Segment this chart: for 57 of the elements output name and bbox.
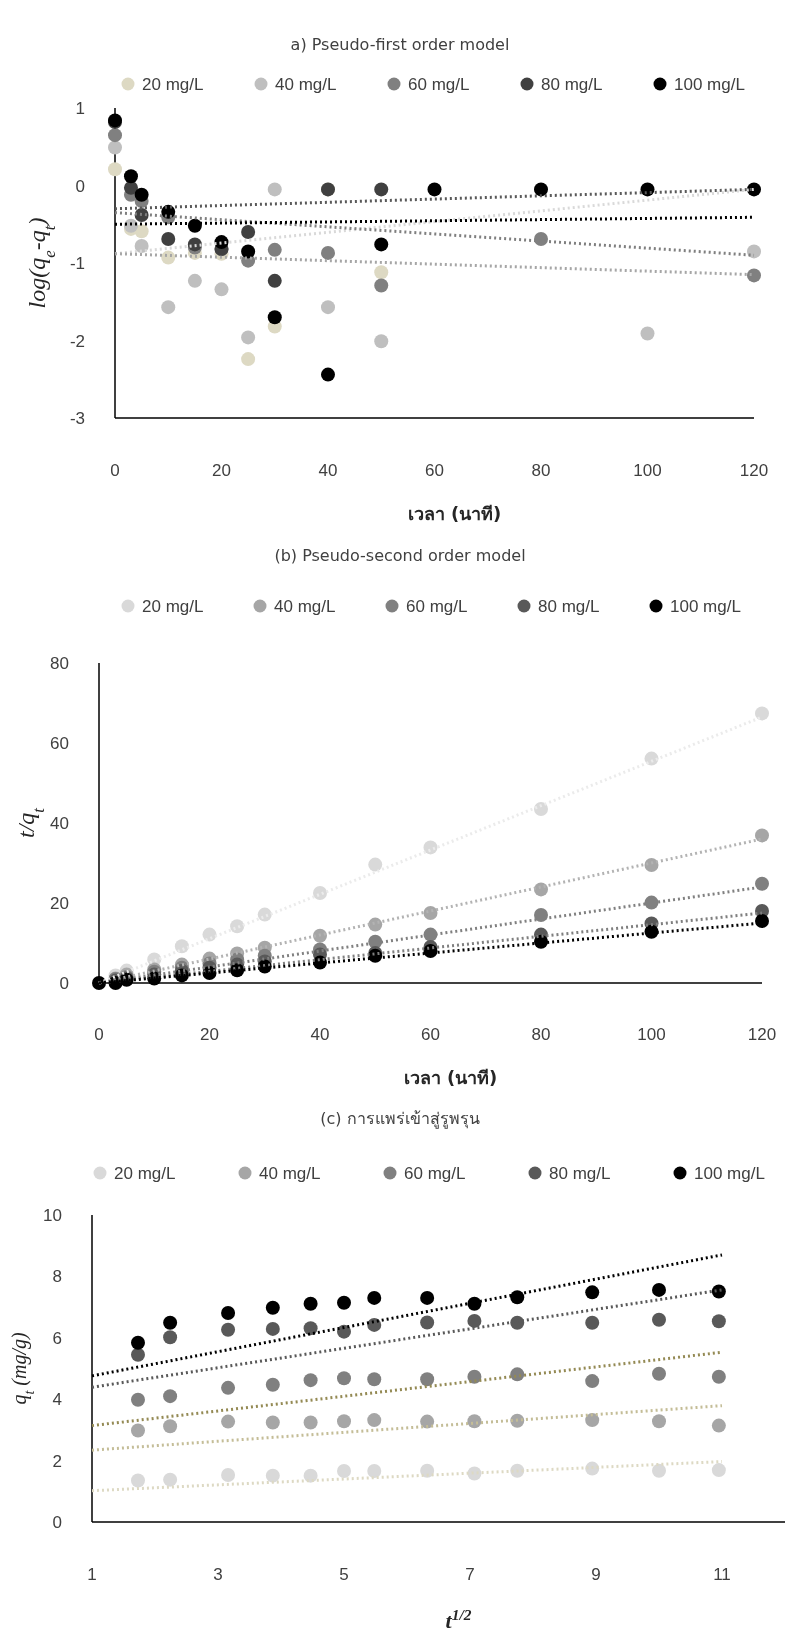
- x-tick-label: 7: [465, 1565, 475, 1584]
- y-tick-label: 4: [52, 1390, 62, 1410]
- x-tick-label: 80: [531, 461, 551, 480]
- x-tick-label: 3: [213, 1565, 223, 1584]
- x-tick-label: 0: [94, 1025, 104, 1044]
- y-tick-label: 60: [50, 734, 69, 753]
- legend-label: 80 mg/L: [538, 597, 600, 616]
- x-tick-label: 100: [637, 1025, 666, 1044]
- x-tick-label: 100: [633, 461, 662, 480]
- legend-label: 80 mg/L: [549, 1164, 611, 1183]
- x-tick-label: 9: [591, 1565, 601, 1584]
- y-tick-label: 0: [59, 974, 69, 993]
- x-tick-label: 40: [318, 461, 338, 480]
- legend-label: 60 mg/L: [408, 75, 470, 94]
- x-axis-title: เวลา (นาที): [407, 503, 502, 524]
- y-tick-label: 0: [52, 1513, 62, 1532]
- x-axis-title: t$^{1/2}$: [445, 1605, 472, 1633]
- x-tick-label: 120: [747, 1025, 777, 1044]
- legend-label: 20 mg/L: [142, 597, 204, 616]
- legend-label: 20 mg/L: [114, 1164, 176, 1183]
- chart-title: a) Pseudo-first order model: [290, 35, 510, 54]
- x-tick-label: 60: [425, 461, 444, 480]
- legend-label: 40 mg/L: [275, 75, 337, 94]
- legend-label: 60 mg/L: [406, 597, 468, 616]
- y-tick-label: 10: [43, 1206, 62, 1225]
- y-tick-label: 1: [75, 99, 85, 118]
- x-tick-label: 0: [110, 461, 120, 480]
- y-tick-label: -1: [69, 254, 85, 273]
- x-tick-label: 40: [310, 1025, 330, 1044]
- legend-label: 100 mg/L: [674, 75, 745, 94]
- legend-label: 80 mg/L: [541, 75, 603, 94]
- legend-label: 40 mg/L: [274, 597, 336, 616]
- x-tick-label: 120: [739, 461, 769, 480]
- x-tick-label: 60: [421, 1025, 440, 1044]
- y-tick-label: 0: [75, 176, 85, 196]
- x-tick-label: 11: [713, 1565, 731, 1584]
- y-tick-label: -2: [69, 331, 85, 351]
- y-tick-label: -3: [69, 409, 85, 428]
- chart-title: (c) การแพร่เข้าสู่รูพรุน: [320, 1109, 480, 1129]
- legend-label: 40 mg/L: [259, 1164, 321, 1183]
- x-tick-label: 20: [200, 1025, 219, 1044]
- x-tick-label: 80: [531, 1025, 551, 1044]
- x-tick-label: 5: [339, 1565, 349, 1584]
- x-axis-title: เวลา (นาที): [403, 1067, 498, 1088]
- x-tick-label: 1: [87, 1565, 97, 1584]
- y-tick-label: 6: [52, 1328, 62, 1348]
- x-tick-label: 20: [212, 461, 231, 480]
- legend-label: 100 mg/L: [694, 1164, 765, 1183]
- y-tick-label: 40: [50, 814, 69, 833]
- chart-title: (b) Pseudo-second order model: [274, 546, 526, 565]
- y-tick-label: 2: [52, 1451, 62, 1471]
- legend-label: 60 mg/L: [404, 1164, 466, 1183]
- y-tick-label: 8: [52, 1267, 62, 1287]
- y-tick-label: 20: [50, 894, 69, 913]
- y-tick-label: 80: [50, 654, 69, 673]
- legend-label: 100 mg/L: [670, 597, 741, 616]
- legend-label: 20 mg/L: [142, 75, 204, 94]
